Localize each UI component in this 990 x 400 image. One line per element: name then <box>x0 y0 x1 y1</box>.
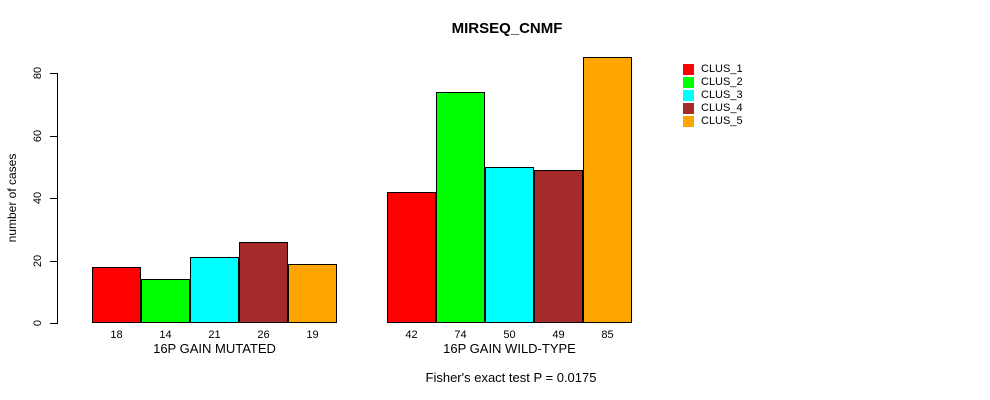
bar-value-label: 14 <box>159 329 172 341</box>
chart-title: MIRSEQ_CNMF <box>451 20 563 37</box>
bar-clus_4-1 <box>239 241 288 323</box>
bar-clus_2-1 <box>141 279 190 323</box>
bar-value-label: 26 <box>257 329 270 341</box>
legend-label-clus_4: CLUS_4 <box>701 102 743 114</box>
legend-swatch-clus_5 <box>683 116 694 127</box>
bar-value-label: 49 <box>552 329 565 341</box>
x-axis-group-label: 16P GAIN WILD-TYPE <box>443 341 576 356</box>
y-axis-tick <box>50 73 57 74</box>
legend-swatch-clus_1 <box>683 64 694 75</box>
bar-value-label: 42 <box>405 329 418 341</box>
legend-label-clus_1: CLUS_1 <box>701 63 743 75</box>
bar-clus_3-1 <box>190 257 239 323</box>
legend-label-clus_3: CLUS_3 <box>701 89 743 101</box>
y-axis-title: number of cases <box>5 153 19 243</box>
y-axis-tick-label: 80 <box>32 66 44 80</box>
bar-value-label: 85 <box>601 329 614 341</box>
bar-clus_3-2 <box>485 166 534 323</box>
bar-clus_2-2 <box>436 91 485 323</box>
bar-value-label: 21 <box>208 329 221 341</box>
x-axis-group-label: 16P GAIN MUTATED <box>153 341 276 356</box>
subtitle-annotation: Fisher's exact test P = 0.0175 <box>425 370 597 385</box>
y-axis-tick <box>50 198 57 199</box>
y-axis-tick <box>50 323 57 324</box>
y-axis-tick <box>50 260 57 262</box>
legend-swatch-clus_4 <box>683 103 694 114</box>
y-axis-tick-label: 40 <box>32 191 44 205</box>
y-axis-tick-label: 0 <box>32 319 44 327</box>
bar-value-label: 50 <box>503 329 516 341</box>
legend-label-clus_2: CLUS_2 <box>701 76 743 88</box>
legend-swatch-clus_3 <box>683 90 694 101</box>
y-axis-tick-label: 60 <box>32 129 44 142</box>
bar-value-label: 74 <box>454 329 467 341</box>
bar-value-label: 18 <box>110 329 123 341</box>
bar-value-label: 19 <box>306 329 319 341</box>
y-axis-tick <box>50 135 57 137</box>
legend-swatch-clus_2 <box>683 77 694 88</box>
bar-clus_5-2 <box>583 57 632 323</box>
bar-clus_1-2 <box>387 191 436 323</box>
legend-label-clus_5: CLUS_5 <box>701 115 743 127</box>
bar-clus_4-2 <box>534 169 583 323</box>
bar-clus_1-1 <box>92 266 141 323</box>
y-axis-line <box>57 73 58 324</box>
y-axis-tick-label: 20 <box>32 254 44 267</box>
bar-clus_5-1 <box>288 263 337 323</box>
